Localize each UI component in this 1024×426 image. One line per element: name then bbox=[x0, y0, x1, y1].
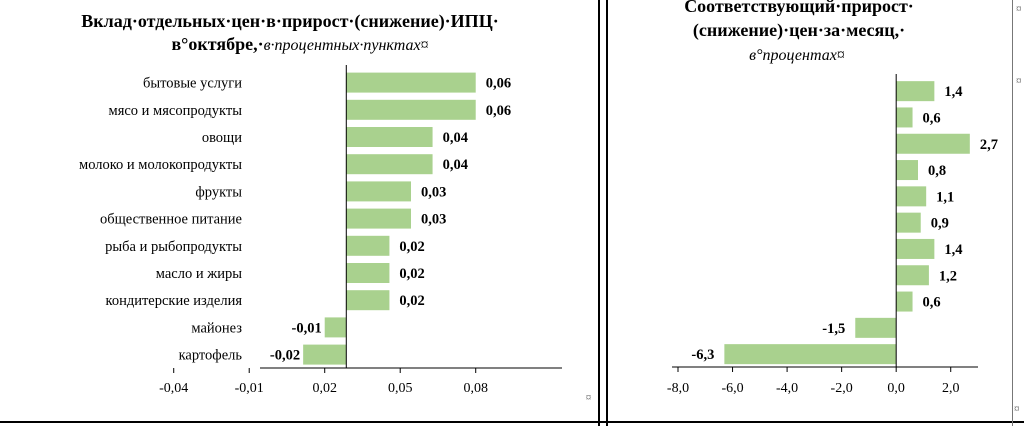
left-value-label-9: -0,01 bbox=[291, 320, 321, 336]
right-chart-title: Соответствующий·прирост· bbox=[684, 0, 914, 16]
right-bar-6 bbox=[896, 238, 935, 259]
bottom-border bbox=[0, 421, 1024, 423]
left-value-label-5: 0,03 bbox=[421, 212, 446, 228]
right-bar-1 bbox=[896, 107, 913, 128]
right-value-label-5: 0,9 bbox=[931, 216, 949, 232]
left-x-tick-label-1: -0,01 bbox=[235, 381, 264, 396]
left-x-tick-label-2: 0,02 bbox=[312, 381, 337, 396]
right-x-tick-label-1: -6,0 bbox=[721, 381, 743, 396]
right-x-tick-label-4: 0,0 bbox=[887, 381, 905, 396]
left-category-label-9: майонез bbox=[191, 320, 242, 336]
right-chart-title-line2: (снижение)·цен·за·месяц,· bbox=[693, 20, 905, 41]
left-subtitle: в·процентных·пунктах¤ bbox=[264, 37, 429, 54]
right-bar-8 bbox=[896, 291, 913, 312]
right-value-label-8: 0,6 bbox=[923, 295, 941, 311]
right-bar-10 bbox=[724, 344, 897, 365]
left-bar-3 bbox=[346, 154, 433, 175]
right-bar-7 bbox=[896, 265, 929, 286]
right-bar-2 bbox=[896, 133, 970, 154]
right-chart-subtitle: в°процентах¤ bbox=[749, 47, 845, 64]
left-value-label-10: -0,02 bbox=[270, 348, 300, 364]
left-chart-title: Вклад·отдельных·цен·в·прирост·(снижение)… bbox=[81, 11, 498, 32]
right-value-label-9: -1,5 bbox=[822, 321, 845, 337]
left-category-label-7: масло и жиры bbox=[156, 266, 242, 282]
right-value-label-10: -6,3 bbox=[691, 347, 714, 363]
left-x-tick-label-3: 0,05 bbox=[388, 381, 413, 396]
right-value-label-7: 1,2 bbox=[939, 268, 957, 284]
right-value-label-3: 0,8 bbox=[928, 163, 946, 179]
left-panel-right-border bbox=[598, 0, 600, 426]
left-category-label-6: рыба и рыбопродукты bbox=[105, 239, 242, 255]
left-value-label-4: 0,03 bbox=[421, 184, 446, 200]
left-category-label-8: кондитерские изделия bbox=[106, 293, 243, 309]
left-x-tick-label-0: -0,04 bbox=[159, 381, 188, 396]
right-value-label-6: 1,4 bbox=[944, 242, 962, 258]
left-category-label-3: молоко и молокопродукты bbox=[79, 157, 242, 173]
right-bar-0 bbox=[896, 81, 935, 102]
left-chart-title-line2: в°октябре,·в·процентных·пунктах¤ bbox=[171, 34, 428, 54]
left-bar-9 bbox=[324, 317, 347, 338]
left-bar-6 bbox=[346, 235, 390, 256]
right-value-label-4: 1,1 bbox=[936, 189, 954, 205]
right-edge-border bbox=[1012, 0, 1013, 426]
left-value-label-2: 0,04 bbox=[443, 130, 468, 146]
left-bar-7 bbox=[346, 263, 390, 283]
right-value-label-0: 1,4 bbox=[944, 84, 962, 100]
left-value-label-0: 0,06 bbox=[486, 76, 511, 92]
right-x-tick-label-3: -2,0 bbox=[831, 381, 853, 396]
left-bar-10 bbox=[303, 344, 347, 365]
left-title-line2: в°октябре,· bbox=[171, 34, 263, 54]
left-bar-chart: Вклад·отдельных·цен·в·прирост·(снижение)… bbox=[79, 11, 595, 401]
left-bar-5 bbox=[346, 208, 411, 229]
left-value-label-6: 0,02 bbox=[399, 239, 424, 255]
left-bar-4 bbox=[346, 181, 411, 202]
left-category-label-2: овощи bbox=[202, 130, 242, 146]
left-bar-2 bbox=[346, 127, 433, 147]
right-x-tick-label-2: -4,0 bbox=[776, 381, 798, 396]
right-mid-mark: ¤ bbox=[1016, 75, 1022, 87]
right-value-label-2: 2,7 bbox=[980, 137, 998, 153]
left-category-label-4: фрукты bbox=[195, 184, 242, 200]
left-category-label-10: картофель bbox=[179, 348, 243, 364]
left-chart-panel: Вклад·отдельных·цен·в·прирост·(снижение)… bbox=[79, 11, 595, 401]
right-value-label-1: 0,6 bbox=[923, 110, 941, 126]
right-top-mark: ¤ bbox=[1016, 3, 1022, 15]
right-chart-panel: Соответствующий·прирост· (снижение)·цен·… bbox=[604, 0, 1024, 426]
right-bar-3 bbox=[896, 160, 918, 181]
left-x-tick-label-4: 0,08 bbox=[463, 381, 488, 396]
left-bar-0 bbox=[346, 72, 476, 93]
left-value-label-1: 0,06 bbox=[486, 103, 511, 119]
right-bar-4 bbox=[896, 186, 927, 207]
left-category-label-5: общественное питание bbox=[100, 212, 242, 228]
left-para-mark: ¤ bbox=[583, 395, 595, 401]
right-panel-left-border bbox=[606, 0, 608, 426]
right-bar-9 bbox=[855, 317, 897, 338]
right-x-tick-label-0: -8,0 bbox=[667, 381, 689, 396]
right-bar-5 bbox=[896, 212, 921, 233]
left-bar-1 bbox=[346, 99, 476, 120]
left-value-label-7: 0,02 bbox=[399, 266, 424, 282]
left-value-label-3: 0,04 bbox=[443, 157, 468, 173]
right-x-tick-label-5: 2,0 bbox=[942, 381, 960, 396]
left-category-label-0: бытовые услуги bbox=[143, 76, 242, 92]
left-category-label-1: мясо и мясопродукты bbox=[109, 103, 243, 119]
left-value-label-8: 0,02 bbox=[399, 293, 424, 309]
right-bottom-mark: ¤ bbox=[1014, 403, 1020, 415]
left-bar-8 bbox=[346, 290, 390, 311]
right-bar-chart: Соответствующий·прирост· (снижение)·цен·… bbox=[667, 0, 1022, 415]
